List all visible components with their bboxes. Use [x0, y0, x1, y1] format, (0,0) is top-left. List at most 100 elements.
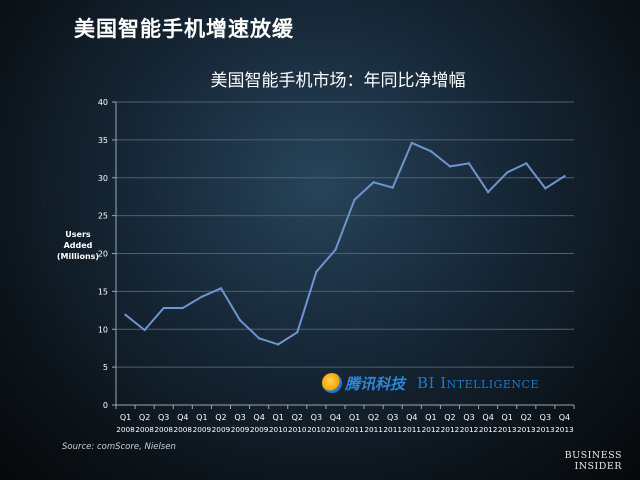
- y-axis-label-line: Users: [65, 230, 91, 239]
- x-tick-label-year: 2012: [441, 426, 460, 434]
- brand-line-1: BUSINESS: [564, 450, 622, 461]
- x-tick-label-year: 2013: [498, 426, 517, 434]
- x-tick-label-quarter: Q2: [139, 413, 150, 422]
- y-tick-label: 5: [103, 363, 108, 372]
- y-axis-label-line: Added: [64, 241, 93, 250]
- x-tick-label-year: 2010: [269, 426, 288, 434]
- data-point: [544, 187, 547, 190]
- data-point: [486, 190, 490, 194]
- y-tick-label: 0: [103, 401, 108, 410]
- data-point: [162, 306, 165, 310]
- x-tick-label-quarter: Q3: [234, 413, 245, 422]
- y-tick-label: 35: [98, 136, 108, 145]
- chart-title: 美国智能手机市场：年同比净增幅: [211, 71, 466, 91]
- data-point: [257, 337, 261, 340]
- x-tick-label-year: 2010: [326, 426, 345, 434]
- x-tick-label-year: 2008: [174, 426, 193, 434]
- x-tick-label-year: 2010: [288, 426, 307, 434]
- x-tick-label-quarter: Q2: [521, 413, 532, 422]
- gridlines: [116, 101, 574, 368]
- x-tick-label-quarter: Q1: [425, 413, 436, 422]
- x-tick-label-year: 2012: [460, 426, 479, 434]
- x-tick-label-year: 2011: [345, 426, 364, 434]
- x-tick-label-quarter: Q2: [292, 413, 303, 422]
- data-point: [525, 162, 528, 165]
- x-tick-label-year: 2012: [479, 426, 498, 434]
- y-axis-label-line: (Millions): [57, 252, 99, 261]
- x-tick-label-year: 2009: [231, 426, 250, 434]
- x-tick-label-quarter: Q3: [463, 413, 474, 422]
- data-point: [372, 181, 375, 184]
- x-tick-label-quarter: Q1: [120, 413, 131, 422]
- x-tick-label-quarter: Q4: [559, 413, 570, 422]
- x-tick-label-quarter: Q4: [482, 413, 493, 422]
- data-point: [277, 343, 280, 346]
- slide-title: 美国智能手机增速放缓: [74, 17, 294, 41]
- data-point: [143, 328, 146, 332]
- y-tick-label: 30: [98, 174, 108, 183]
- x-tick-label-year: 2011: [383, 426, 402, 434]
- x-tick-label-year: 2013: [555, 426, 574, 434]
- y-axis-label: Users Added (Millions): [57, 230, 99, 261]
- watermark: 腾讯科技 BI Intelligence: [322, 372, 539, 394]
- data-point: [181, 306, 184, 310]
- x-tick-label-year: 2010: [307, 426, 326, 434]
- x-tick-label-quarter: Q1: [502, 413, 513, 422]
- x-tick-label-year: 2008: [154, 426, 173, 434]
- data-point: [219, 287, 223, 290]
- x-tick-label-year: 2009: [193, 426, 212, 434]
- y-tick-label: 20: [98, 250, 108, 259]
- x-tick-labels: Q12008Q22008Q32008Q42008Q12009Q22009Q320…: [116, 413, 573, 434]
- x-tick-label-quarter: Q1: [196, 413, 207, 422]
- x-tick-label-quarter: Q3: [540, 413, 551, 422]
- data-point: [410, 141, 413, 145]
- data-point: [296, 331, 299, 334]
- x-tick-label-year: 2008: [116, 426, 135, 434]
- y-tick-labels: 0 5 10 15 20 25 30 35 40: [98, 98, 108, 410]
- series-line: [124, 141, 566, 346]
- x-tick-label-quarter: Q1: [349, 413, 360, 422]
- x-tick-label-year: 2013: [517, 426, 536, 434]
- x-tick-label-year: 2011: [364, 426, 383, 434]
- data-point: [353, 198, 356, 201]
- x-tick-label-quarter: Q3: [387, 413, 398, 422]
- x-tick-label-quarter: Q2: [215, 413, 226, 422]
- data-point: [467, 162, 471, 165]
- x-tick-label-quarter: Q2: [368, 413, 379, 422]
- x-tick-label-quarter: Q4: [406, 413, 417, 422]
- x-tick-label-year: 2009: [212, 426, 231, 434]
- x-tick-label-year: 2009: [250, 426, 269, 434]
- data-point: [124, 313, 127, 317]
- x-tick-label-year: 2011: [403, 426, 422, 434]
- x-tick-label-quarter: Q4: [330, 413, 341, 422]
- watermark-bi-intelligence: BI Intelligence: [417, 374, 539, 392]
- x-tick-label-year: 2013: [536, 426, 555, 434]
- y-tick-label: 40: [98, 98, 108, 107]
- watermark-tencent: 腾讯科技: [345, 374, 406, 393]
- data-point: [238, 318, 242, 322]
- tencent-logo-icon: [322, 373, 342, 393]
- data-point: [391, 186, 394, 189]
- y-tick-label: 15: [98, 287, 108, 296]
- data-point: [429, 150, 433, 153]
- data-point: [200, 295, 204, 298]
- x-tick-label-quarter: Q4: [253, 413, 264, 422]
- x-tick-label-year: 2008: [135, 426, 154, 434]
- data-point: [334, 248, 337, 251]
- x-tick-label-quarter: Q3: [158, 413, 169, 422]
- x-tick-label-quarter: Q1: [273, 413, 284, 422]
- x-tick-label-quarter: Q4: [177, 413, 188, 422]
- data-point: [506, 171, 509, 174]
- source-note: Source: comScore, Nielsen: [62, 442, 176, 452]
- y-tick-label: 10: [98, 325, 108, 334]
- data-point: [563, 175, 566, 178]
- x-tick-label-quarter: Q2: [444, 413, 455, 422]
- data-point: [448, 165, 452, 168]
- axes: [112, 101, 575, 409]
- brand-line-2: INSIDER: [574, 461, 622, 472]
- x-tick-label-quarter: Q3: [311, 413, 322, 422]
- x-tick-label-year: 2012: [422, 426, 441, 434]
- y-tick-label: 25: [98, 212, 108, 221]
- brand-logo: BUSINESS INSIDER: [565, 450, 622, 472]
